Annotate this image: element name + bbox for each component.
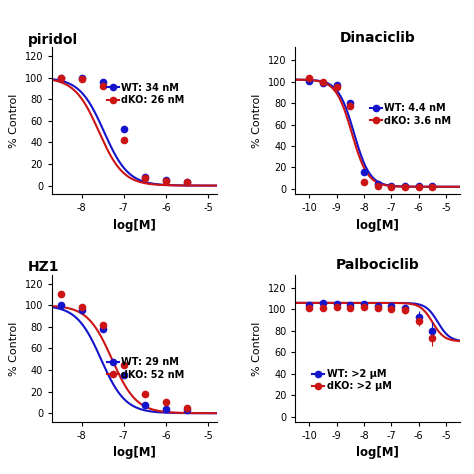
Y-axis label: % Control: % Control [9,321,19,375]
Legend: WT: 29 nM, dKO: 52 nM: WT: 29 nM, dKO: 52 nM [103,353,189,383]
Legend: WT: 4.4 nM, dKO: 3.6 nM: WT: 4.4 nM, dKO: 3.6 nM [366,99,456,129]
X-axis label: log[M]: log[M] [113,447,156,459]
Text: piridol: piridol [27,33,78,47]
Y-axis label: % Control: % Control [252,94,262,148]
Y-axis label: % Control: % Control [252,321,262,375]
Legend: WT: 34 nM, dKO: 26 nM: WT: 34 nM, dKO: 26 nM [103,79,189,109]
Title: Palbociclib: Palbociclib [336,258,419,273]
Title: Dinaciclib: Dinaciclib [340,31,416,45]
Y-axis label: % Control: % Control [9,94,19,148]
X-axis label: log[M]: log[M] [356,447,399,459]
X-axis label: log[M]: log[M] [356,219,399,232]
X-axis label: log[M]: log[M] [113,219,156,232]
Legend: WT: >2 μM, dKO: >2 μM: WT: >2 μM, dKO: >2 μM [309,365,396,395]
Text: HZ1: HZ1 [27,260,59,274]
